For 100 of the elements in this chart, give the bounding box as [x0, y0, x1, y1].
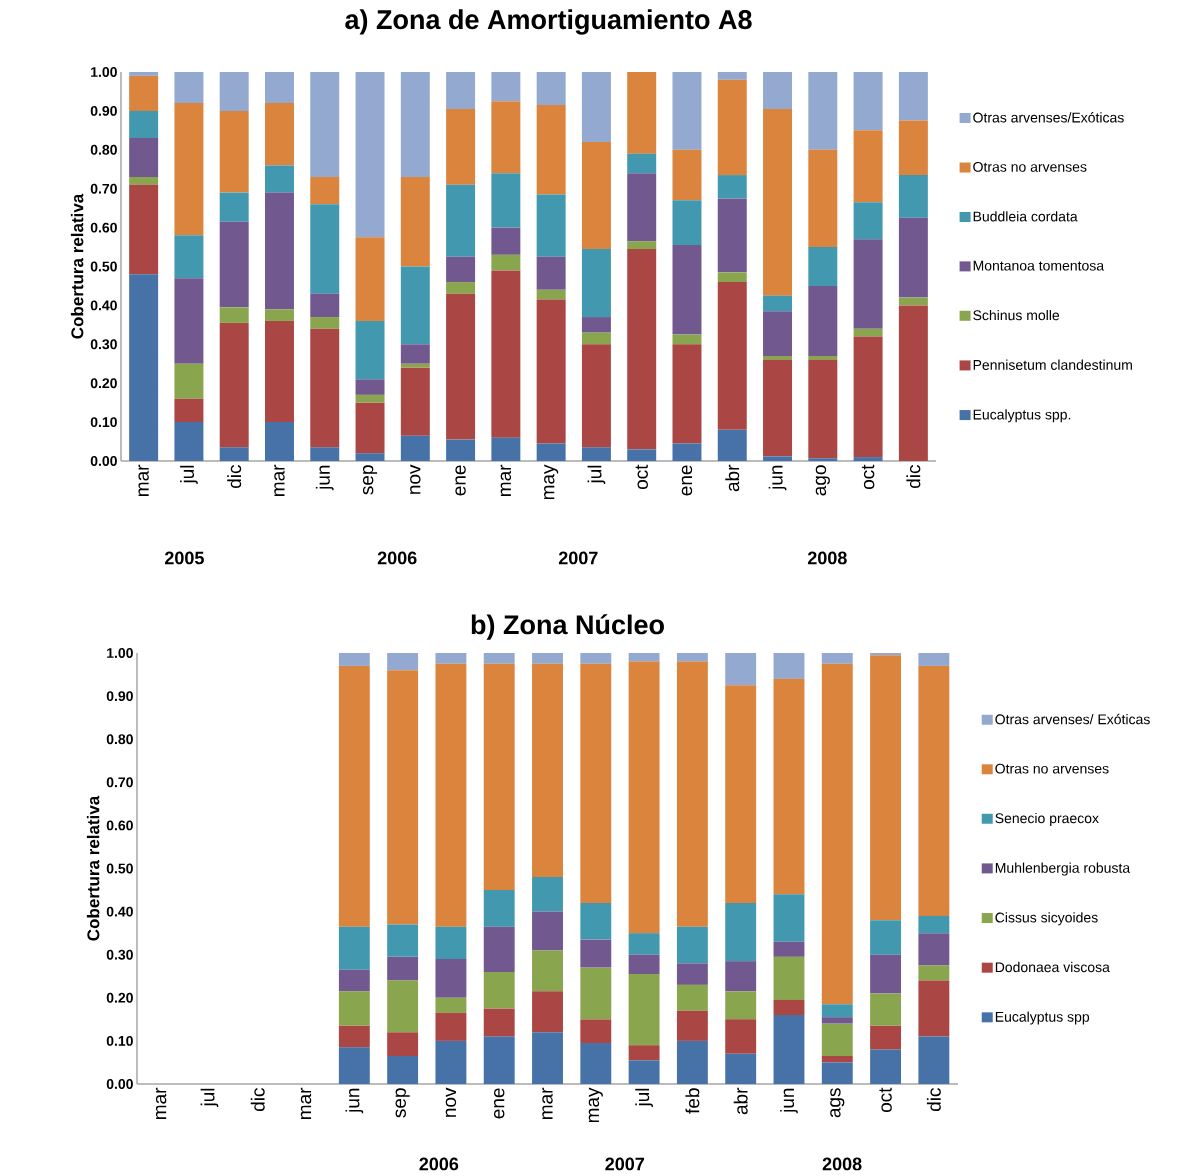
bar: [338, 969, 370, 992]
bar: [580, 653, 612, 664]
bar: [174, 235, 204, 279]
chart-title: b) Zona Núcleo: [471, 614, 664, 640]
bar: [918, 965, 950, 981]
bar: [435, 959, 467, 998]
bar: [717, 198, 747, 273]
bar: [219, 221, 249, 308]
bar: [310, 204, 340, 294]
bar: [853, 457, 883, 461]
bar: [918, 1036, 950, 1084]
bar: [870, 920, 902, 955]
x-tick-label: dic: [906, 465, 921, 489]
x-tick-label: dic: [250, 1088, 265, 1112]
bar: [446, 71, 476, 109]
x-tick-label: mar: [300, 1087, 312, 1119]
bar: [898, 217, 928, 298]
bar: [898, 297, 928, 306]
bar: [355, 71, 385, 238]
x-tick-label: jun: [780, 1088, 798, 1114]
bar: [821, 1023, 853, 1056]
legend-label: Eucalyptus spp: [995, 1011, 1090, 1025]
bar: [400, 71, 430, 178]
x-tick-label: feb: [685, 1088, 700, 1114]
legend-label: Otras no arvenses: [973, 161, 1087, 172]
bar: [763, 456, 793, 461]
bar: [581, 248, 611, 318]
bar: [773, 894, 805, 942]
bar: [627, 71, 657, 154]
bar: [580, 1019, 612, 1044]
bar: [821, 1062, 853, 1084]
x-tick-label: mar: [138, 464, 149, 496]
bar: [870, 1049, 902, 1084]
bar: [821, 1055, 853, 1063]
x-tick-label: mar: [500, 464, 512, 496]
bar: [338, 926, 370, 970]
x-tick-label: abr: [733, 1087, 748, 1115]
x-tick-label: mar: [274, 464, 285, 496]
bar: [581, 332, 611, 345]
legend-label: Montanoa tomentosa: [973, 260, 1105, 271]
y-tick-label: 0.80: [90, 144, 117, 155]
text: 2008: [807, 551, 847, 565]
bar: [717, 79, 747, 176]
bar: [773, 941, 805, 957]
bar: [725, 653, 757, 686]
bar: [717, 282, 747, 430]
bar: [355, 453, 385, 461]
bar: [581, 317, 611, 333]
bar: [338, 991, 370, 1026]
bar: [918, 980, 950, 1037]
bar: [491, 254, 521, 271]
bar: [580, 939, 612, 968]
bar: [717, 429, 747, 461]
x-tick-label: jun: [768, 465, 787, 491]
bar: [725, 1053, 757, 1084]
y-tick-label: 0.00: [90, 456, 117, 466]
x-tick-label: ags: [830, 1088, 845, 1118]
bar: [898, 305, 928, 461]
bar: [581, 344, 611, 448]
bar: [628, 1045, 660, 1061]
bar: [672, 200, 702, 246]
bar: [338, 665, 370, 927]
bar: [355, 237, 385, 321]
bar: [387, 924, 419, 957]
bar: [536, 289, 566, 300]
bar: [532, 950, 563, 992]
y-tick-label: 0.20: [106, 992, 133, 1003]
bar: [581, 71, 611, 143]
bar: [532, 991, 563, 1033]
y-tick-label: 0.70: [90, 183, 117, 194]
bar: [672, 443, 702, 461]
bar: [310, 177, 340, 205]
bar: [773, 1015, 805, 1084]
bar: [628, 954, 660, 975]
bar: [725, 961, 757, 992]
bar: [536, 105, 566, 195]
bar: [338, 1025, 370, 1048]
y-tick-label: 0.20: [90, 378, 117, 389]
y-tick-label: 0.10: [90, 417, 117, 428]
bar: [870, 653, 902, 656]
bar: [821, 1017, 853, 1024]
bar: [338, 653, 370, 666]
bar: [174, 422, 204, 461]
text: 2008: [822, 1157, 862, 1171]
bar: [435, 663, 467, 927]
bar: [918, 665, 950, 916]
x-tick-label: sep: [395, 1088, 410, 1118]
bar: [773, 653, 805, 679]
bar: [898, 120, 928, 176]
bar: [853, 328, 883, 337]
bar: [174, 71, 204, 104]
bar: [310, 71, 340, 178]
bar: [129, 274, 159, 461]
bar: [870, 1025, 902, 1050]
bar: [763, 359, 793, 457]
bar: [483, 1036, 515, 1084]
text: 2006: [377, 551, 417, 565]
x-tick-label: jul: [587, 465, 606, 485]
bar: [491, 437, 521, 461]
y-tick-label: 0.40: [106, 906, 133, 917]
